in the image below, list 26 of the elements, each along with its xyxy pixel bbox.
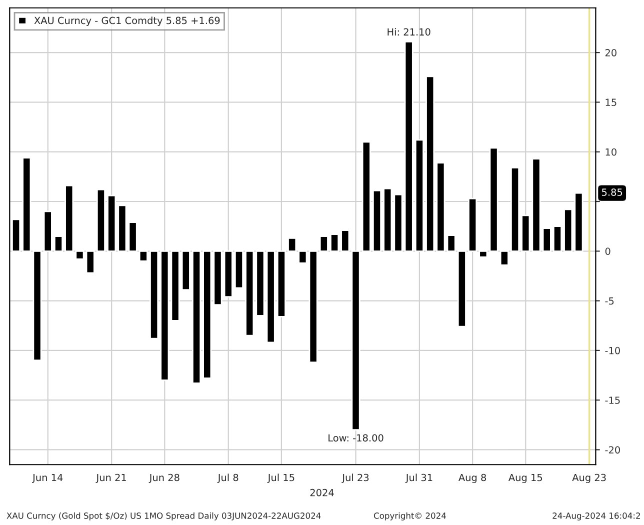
y-tick-label: -15 xyxy=(605,396,620,404)
x-tick-label: Aug 8 xyxy=(458,474,486,484)
y-tick-label: 0 xyxy=(605,248,610,255)
y-tick-label: 15 xyxy=(606,98,616,106)
annotation: Hi: 21.10 xyxy=(388,28,430,36)
text: 24-Aug-2024 16:04:2 xyxy=(552,512,640,520)
y-tick-label: -10 xyxy=(605,346,620,354)
text: XAU Curncy (Gold Spot $/Oz) US 1MO Spread Daily 03JUN2024-22AUG2024 xyxy=(6,512,321,520)
text: 2024 xyxy=(310,488,334,496)
text: Copyright© 2024 xyxy=(374,512,446,520)
y-tick-label: -20 xyxy=(605,446,620,454)
text: 5.85 xyxy=(602,188,622,196)
x-tick-label: Aug 23 xyxy=(572,474,606,484)
y-tick-label: 20 xyxy=(605,49,616,56)
x-tick-label: Jul 8 xyxy=(217,474,238,483)
x-tick-label: Jul 23 xyxy=(342,474,369,483)
legend-label: XAU Curncy - GC1 Comdty 5.85 +1.69 xyxy=(34,16,220,26)
x-tick-label: Jun 14 xyxy=(32,474,63,483)
x-tick-label: Jun 21 xyxy=(96,474,126,483)
y-tick-label: -5 xyxy=(605,297,614,305)
y-tick-label: 10 xyxy=(606,148,616,156)
x-tick-label: Aug 15 xyxy=(508,474,542,484)
x-tick-label: Jul 15 xyxy=(267,474,294,483)
x-tick-label: Jul 31 xyxy=(405,474,432,483)
annotation: Low: -18.00 xyxy=(328,434,384,442)
x-tick-label: Jun 28 xyxy=(148,474,180,483)
